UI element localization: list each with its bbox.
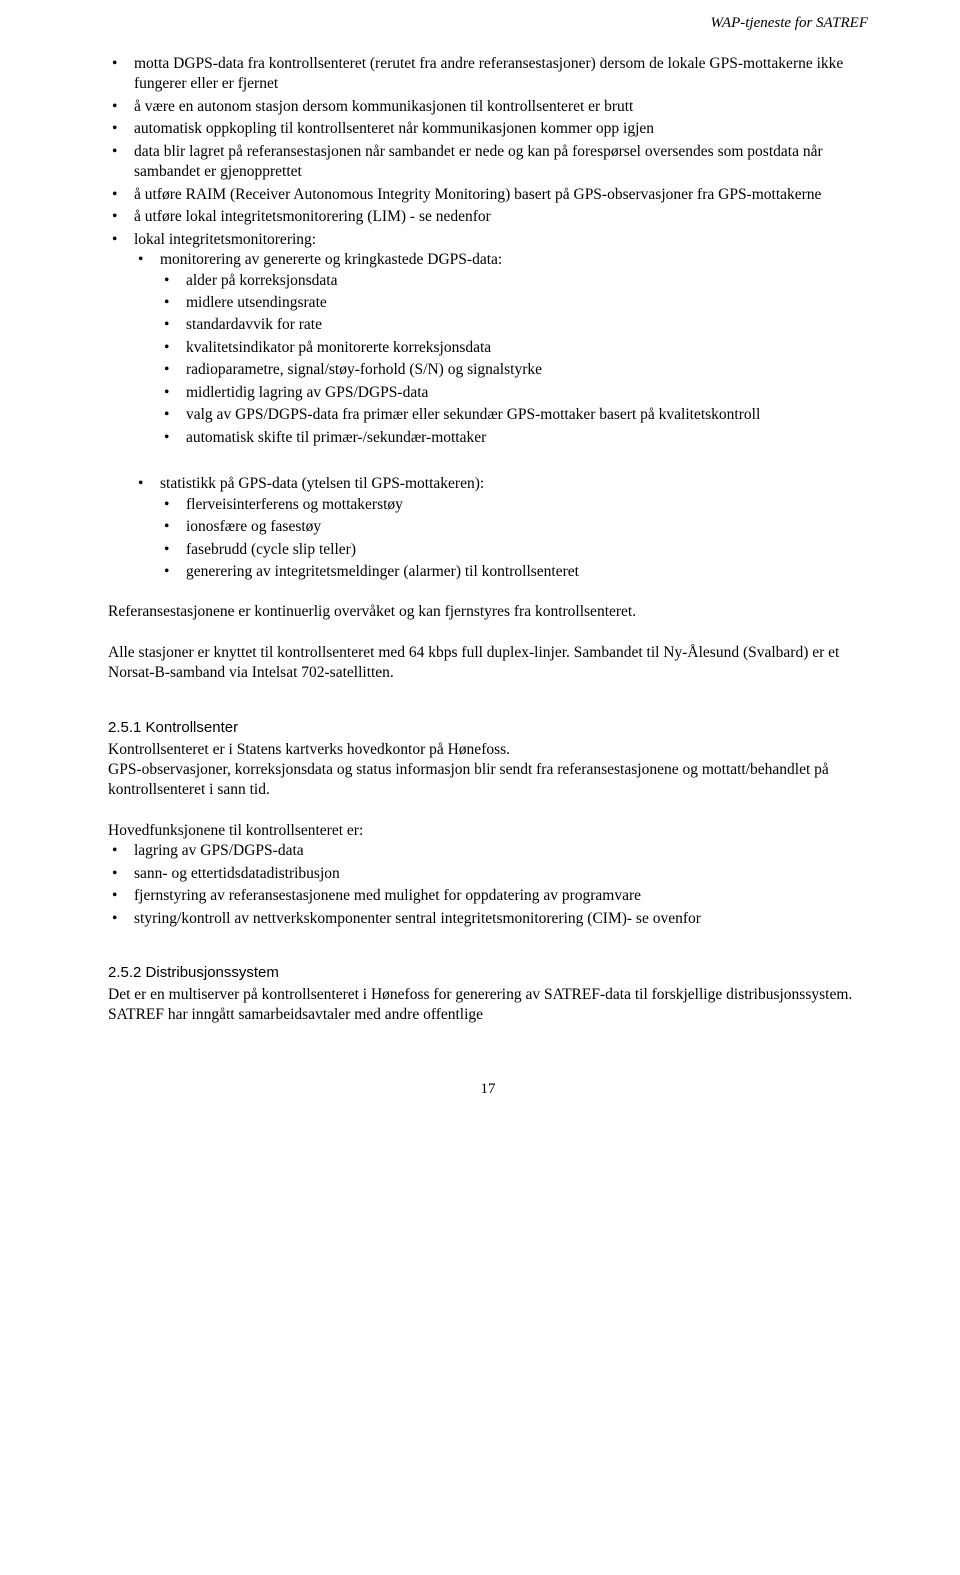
list-item: å være en autonom stasjon dersom kommuni… <box>108 97 868 117</box>
list-item: sann- og ettertidsdatadistribusjon <box>108 864 868 884</box>
stats-bullet-list: statistikk på GPS-data (ytelsen til GPS-… <box>108 474 868 582</box>
list-item: flerveisinterferens og mottakerstøy <box>160 495 868 515</box>
list-item: fasebrudd (cycle slip teller) <box>160 540 868 560</box>
list-item: midlere utsendingsrate <box>160 293 868 313</box>
paragraph: GPS-observasjoner, korreksjonsdata og st… <box>108 760 868 801</box>
list-item: lokal integritetsmonitorering: monitorer… <box>108 230 868 449</box>
list-item: monitorering av genererte og kringkasted… <box>134 250 868 448</box>
list-item: styring/kontroll av nettverkskomponenter… <box>108 909 868 929</box>
paragraph: Alle stasjoner er knyttet til kontrollse… <box>108 643 868 684</box>
list-item: statistikk på GPS-data (ytelsen til GPS-… <box>134 474 868 582</box>
list-item: valg av GPS/DGPS-data fra primær eller s… <box>160 405 868 425</box>
list-item: data blir lagret på referansestasjonen n… <box>108 142 868 183</box>
list-item-text: lokal integritetsmonitorering: <box>134 231 316 248</box>
section-heading-252: 2.5.2 Distribusjonssystem <box>108 963 868 983</box>
sub-sub-list: alder på korreksjonsdata midlere utsendi… <box>160 271 868 449</box>
list-item: lagring av GPS/DGPS-data <box>108 841 868 861</box>
list-item: fjernstyring av referansestasjonene med … <box>108 886 868 906</box>
section-heading-251: 2.5.1 Kontrollsenter <box>108 718 868 738</box>
page-number: 17 <box>108 1080 868 1100</box>
list-item: midlertidig lagring av GPS/DGPS-data <box>160 383 868 403</box>
kontrollsenter-list: lagring av GPS/DGPS-data sann- og ettert… <box>108 841 868 929</box>
list-item: generering av integritetsmeldinger (alar… <box>160 562 868 582</box>
paragraph: Kontrollsenteret er i Statens kartverks … <box>108 740 868 760</box>
list-item: alder på korreksjonsdata <box>160 271 868 291</box>
list-item: å utføre lokal integritetsmonitorering (… <box>108 207 868 227</box>
header-title: WAP-tjeneste for SATREF <box>710 14 868 34</box>
main-bullet-list: motta DGPS-data fra kontrollsenteret (re… <box>108 54 868 448</box>
paragraph: Referansestasjonene er kontinuerlig over… <box>108 602 868 622</box>
sub-list: monitorering av genererte og kringkasted… <box>134 250 868 448</box>
list-item: motta DGPS-data fra kontrollsenteret (re… <box>108 54 868 95</box>
list-item: ionosfære og fasestøy <box>160 517 868 537</box>
list-item: automatisk oppkopling til kontrollsenter… <box>108 119 868 139</box>
paragraph: Hovedfunksjonene til kontrollsenteret er… <box>108 821 868 841</box>
list-item: standardavvik for rate <box>160 315 868 335</box>
sub-list: flerveisinterferens og mottakerstøy iono… <box>160 495 868 583</box>
list-item-text: monitorering av genererte og kringkasted… <box>160 251 502 268</box>
paragraph: Det er en multiserver på kontrollsentere… <box>108 985 868 1026</box>
list-item: radioparametre, signal/støy-forhold (S/N… <box>160 360 868 380</box>
list-item-text: statistikk på GPS-data (ytelsen til GPS-… <box>160 475 484 492</box>
list-item: automatisk skifte til primær-/sekundær-m… <box>160 428 868 448</box>
list-item: å utføre RAIM (Receiver Autonomous Integ… <box>108 185 868 205</box>
list-item: kvalitetsindikator på monitorerte korrek… <box>160 338 868 358</box>
